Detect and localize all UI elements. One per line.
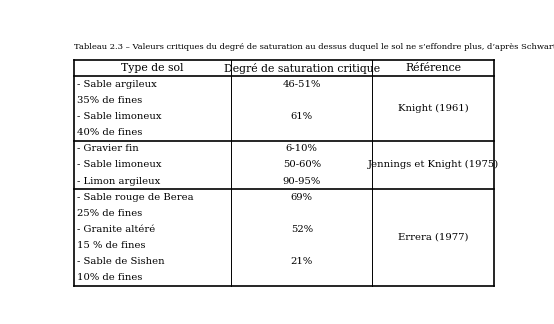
Text: 50-60%: 50-60% <box>283 160 321 169</box>
Text: - Sable rouge de Berea: - Sable rouge de Berea <box>77 193 193 202</box>
Text: - Granite altéré: - Granite altéré <box>77 225 155 234</box>
Text: - Gravier fin: - Gravier fin <box>77 144 138 153</box>
Text: 46-51%: 46-51% <box>283 80 321 89</box>
Text: 90-95%: 90-95% <box>283 177 321 186</box>
Text: 6-10%: 6-10% <box>286 144 318 153</box>
Text: 40% de fines: 40% de fines <box>77 128 142 137</box>
Text: Jennings et Knight (1975): Jennings et Knight (1975) <box>368 160 499 169</box>
Text: - Sable limoneux: - Sable limoneux <box>77 160 161 169</box>
Text: 10% de fines: 10% de fines <box>77 273 142 282</box>
Text: - Sable de Sishen: - Sable de Sishen <box>77 257 165 266</box>
Text: - Sable limoneux: - Sable limoneux <box>77 112 161 121</box>
Text: Degré de saturation critique: Degré de saturation critique <box>224 63 380 74</box>
Text: 69%: 69% <box>291 193 313 202</box>
Text: Knight (1961): Knight (1961) <box>398 104 469 113</box>
Text: - Sable argileux: - Sable argileux <box>77 80 157 89</box>
Text: 25% de fines: 25% de fines <box>77 209 142 218</box>
Text: - Limon argileux: - Limon argileux <box>77 177 160 186</box>
Text: 15 % de fines: 15 % de fines <box>77 241 146 250</box>
Text: 52%: 52% <box>291 225 313 234</box>
Text: Tableau 2.3 – Valeurs critiques du degré de saturation au dessus duquel le sol n: Tableau 2.3 – Valeurs critiques du degré… <box>74 43 554 51</box>
Text: 21%: 21% <box>291 257 313 266</box>
Text: 35% de fines: 35% de fines <box>77 96 142 105</box>
Text: Errera (1977): Errera (1977) <box>398 233 469 242</box>
Text: Référence: Référence <box>406 63 461 73</box>
Text: 61%: 61% <box>291 112 313 121</box>
Text: Type de sol: Type de sol <box>121 63 184 73</box>
